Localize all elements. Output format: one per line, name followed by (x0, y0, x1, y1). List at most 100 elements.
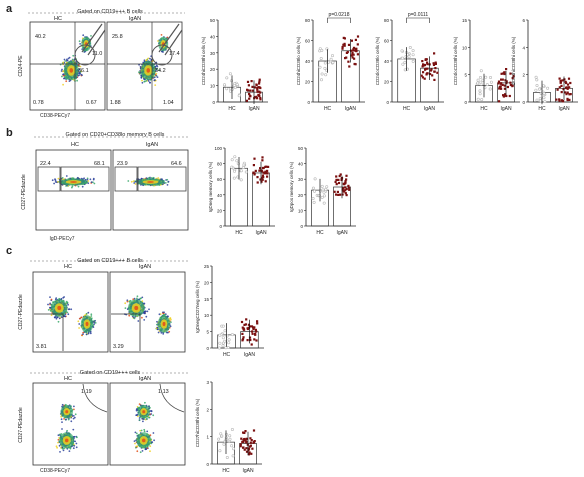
dotplot-1-ylabel: CD24hiCD38lo cells (%) (296, 36, 301, 85)
dotplot-8-point-IgAN-1 (250, 452, 253, 455)
dotplot-4-ytick-label-3: 6 (522, 18, 525, 23)
dotplot-5-point-IgAN-24 (262, 166, 265, 170)
dotplot-8-point-IgAN-27 (245, 437, 248, 440)
dotplot-5-point-IgAN-25 (259, 178, 262, 181)
dotplot-7-point-HC-10 (227, 341, 231, 345)
dotplot-1-point-IgAN-14 (352, 49, 355, 52)
dotplot-7-point-IgAN-21 (250, 330, 254, 333)
dotplot-4-point-IgAN-32 (565, 86, 568, 89)
dotplot-5-ytick-label-3: 60 (217, 177, 223, 182)
dotplot-1-ytick-label-3: 60 (305, 39, 311, 44)
dotplot-6-point-IgAN-15 (348, 188, 351, 191)
dotplot-6-point-IgAN-20 (335, 193, 338, 196)
dotplot-8-point-IgAN-15 (244, 439, 247, 442)
dotplot-6-point-IgAN-26 (334, 180, 337, 183)
dotplot-7-point-IgAN-22 (247, 323, 250, 326)
dotplot-6-point-IgAN-8 (340, 178, 343, 181)
dotplot-7-ytick-label-3: 15 (204, 297, 210, 302)
dotplot-2-point-IgAN-23 (426, 67, 429, 70)
dotplot-4: 0 2 4 6 CD24hiCD38hi cells (%) HC IgAN (511, 18, 578, 112)
flow-a-hc-label: HC (54, 16, 62, 22)
dotplot-0-point-HC-15 (223, 83, 227, 87)
dotplot-1-point-IgAN-35 (342, 36, 345, 39)
dotplot-8-point-IgAN-10 (240, 437, 243, 440)
dotplot-4-point-HC-10 (537, 87, 541, 91)
dotplot-4-point-IgAN-26 (558, 99, 561, 102)
dotplot-1-point-IgAN-27 (347, 43, 351, 46)
dotplot-4-point-IgAN-14 (564, 91, 567, 94)
dotplot-7-point-IgAN-14 (254, 333, 257, 336)
dotplot-2-point-HC-7 (411, 53, 415, 57)
flow-b-igan-value-1: 23.9 (117, 161, 128, 167)
dotplot-0-point-IgAN-21 (259, 96, 262, 100)
dotplot-7-point-IgAN-6 (256, 322, 259, 325)
dotplot-3: 0 5 10 15 CD24loCD38hi cells (%) HC IgAN (453, 18, 520, 112)
dotplot-5-point-IgAN-1 (266, 175, 269, 178)
dotplot-4-point-HC-9 (535, 84, 539, 88)
dotplot-1-point-HC-16 (331, 60, 335, 64)
dotplot-6-point-IgAN-10 (344, 192, 347, 195)
dotplot-3-point-IgAN-11 (505, 80, 508, 83)
dotplot-8-point-IgAN-28 (253, 440, 256, 443)
dotplot-6-point-IgAN-33 (345, 174, 348, 177)
dotplot-8-xtick-label-IgAN: IgAN (242, 468, 254, 474)
dotplot-7-point-HC-16 (222, 341, 226, 345)
dotplot-6-point-IgAN-18 (333, 190, 336, 193)
dotplot-6-ytick-label-0: 0 (300, 224, 303, 229)
dotplot-3-point-IgAN-20 (503, 84, 506, 87)
dotplot-6-point-IgAN-3 (344, 186, 347, 189)
dotplot-3-point-IgAN-32 (501, 78, 504, 81)
dotplot-0-ytick-label-1: 10 (210, 84, 216, 89)
flow-c2-yaxis-label: CD27-PEdazzle (18, 407, 24, 443)
dotplot-6-point-HC-11 (324, 187, 328, 191)
dotplot-3-point-HC-1 (480, 98, 484, 102)
dotplot-6-point-IgAN-24 (345, 178, 348, 181)
dotplot-4-point-IgAN-34 (559, 79, 562, 82)
dotplot-4-point-HC-15 (542, 92, 546, 96)
dotplot-1-point-IgAN-25 (354, 38, 357, 41)
dotplot-7-xtick-label-HC: HC (223, 352, 231, 358)
dotplot-0-point-IgAN-32 (258, 94, 261, 97)
dotplot-4-point-IgAN-19 (558, 77, 561, 80)
dotplot-3-point-IgAN-6 (509, 83, 512, 87)
gate-ellipse (74, 44, 96, 66)
dotplot-7-point-IgAN-13 (255, 339, 258, 342)
dotplot-7-point-HC-12 (224, 346, 228, 350)
dotplot-4-point-IgAN-33 (564, 80, 567, 83)
dotplot-4-point-IgAN-12 (560, 84, 563, 87)
dotplot-7-xtick-label-IgAN: IgAN (244, 352, 256, 358)
dotplot-8-point-HC-12 (230, 444, 234, 448)
dotplot-0-point-IgAN-16 (259, 98, 262, 101)
dotplot-5-point-HC-14 (239, 169, 243, 173)
dotplot-5-point-IgAN-35 (262, 171, 265, 174)
flow-a-hc-value-5: 0.67 (86, 100, 97, 106)
flow-b-hc-label: HC (71, 142, 79, 148)
dotplot-4-xtick-label-IgAN: IgAN (558, 106, 570, 112)
dotplot-0-point-IgAN-7 (258, 80, 261, 83)
dotplot-2: 0 20 40 60 80 CD24loCD38lo cells (%) HC IgAN p=0… (375, 12, 444, 112)
dotplot-6-point-IgAN-17 (341, 193, 344, 196)
dotplot-6-point-IgAN-25 (348, 186, 351, 189)
dotplot-0-point-IgAN-26 (258, 86, 261, 89)
dotplot-6-ytick-label-2: 20 (298, 193, 304, 198)
dotplot-4-point-HC-12 (534, 75, 538, 79)
dotplot-2-point-HC-8 (407, 55, 411, 59)
dotplot-0-point-IgAN-30 (251, 85, 254, 88)
dotplot-3-point-HC-10 (488, 87, 492, 91)
dotplot-3-point-IgAN-10 (500, 72, 503, 75)
dotplot-5-ytick-label-4: 80 (217, 162, 223, 167)
flow-a-yaxis-label: CD24-PE (18, 55, 24, 77)
dotplot-0-xtick-label-IgAN: IgAN (248, 106, 260, 112)
flow-c2-hc-label: HC (64, 376, 72, 382)
flow-b-yaxis-label: CD27-PEdazzle (21, 174, 27, 210)
dotplot-6-point-IgAN-13 (337, 193, 340, 196)
dotplot-1-point-HC-9 (320, 72, 324, 76)
dotplot-7-point-HC-17 (218, 341, 222, 345)
dotplot-8-point-IgAN-13 (243, 448, 246, 451)
dotplot-7-point-IgAN-2 (242, 336, 245, 339)
dotplot-6-ytick-label-4: 40 (298, 162, 304, 167)
dotplot-0-point-IgAN-14 (245, 99, 248, 102)
dotplot-1-point-IgAN-21 (341, 45, 344, 49)
dotplot-2-point-HC-2 (403, 68, 407, 72)
